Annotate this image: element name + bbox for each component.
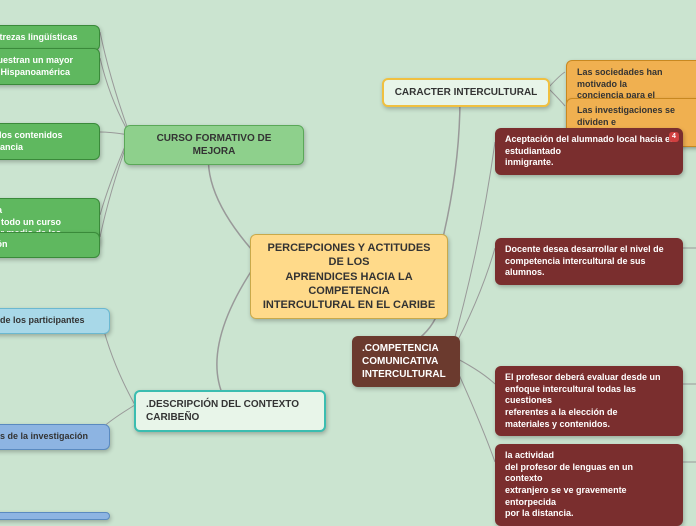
caracter-node[interactable]: CARACTER INTERCULTURAL — [382, 78, 550, 107]
curso-child3-text: ivos y los contenidosn relevancia — [0, 130, 63, 152]
competencia-box3-text: El profesor deberá evaluar desde unenfoq… — [505, 372, 661, 429]
curso-node[interactable]: CURSO FORMATIVO DE MEJORA — [124, 125, 304, 165]
curso-child-1[interactable]: us destrezas lingüísticas — [0, 25, 100, 51]
competencia-node[interactable]: .COMPETENCIACOMUNICATIVAINTERCULTURAL — [352, 336, 460, 387]
curso-child1-text: us destrezas lingüísticas — [0, 32, 78, 42]
curso-child-3[interactable]: ivos y los contenidosn relevancia — [0, 123, 100, 160]
badge-icon: 4 — [669, 132, 679, 142]
descripcion-child-1[interactable]: ipción de los participantes — [0, 308, 110, 334]
competencia-box-2[interactable]: Docente desea desarrollar el nivel decom… — [495, 238, 683, 285]
competencia-box4-text: la actividaddel profesor de lenguas en u… — [505, 450, 633, 518]
competencia-box2-text: Docente desea desarrollar el nivel decom… — [505, 244, 664, 277]
center-node[interactable]: PERCEPCIONES Y ACTITUDES DE LOSAPRENDICE… — [250, 234, 448, 319]
caracter-label: CARACTER INTERCULTURAL — [395, 87, 538, 98]
curso-child-2[interactable]: ños muestran un mayorura de Hispanoaméri… — [0, 48, 100, 85]
descripcion-node[interactable]: .DESCRIPCIÓN DEL CONTEXTOCARIBEÑO — [134, 390, 326, 432]
descripcion-child1-text: ipción de los participantes — [0, 315, 85, 325]
descripcion-label: .DESCRIPCIÓN DEL CONTEXTOCARIBEÑO — [146, 399, 299, 423]
competencia-label: .COMPETENCIACOMUNICATIVAINTERCULTURAL — [362, 343, 446, 380]
descripcion-child2-text: bjetivos de la investigación — [0, 431, 88, 441]
competencia-box-4[interactable]: la actividaddel profesor de lenguas en u… — [495, 444, 683, 526]
competencia-box-1[interactable]: Aceptación del alumnado local hacia eles… — [495, 128, 683, 175]
descripcion-child-2[interactable]: bjetivos de la investigación — [0, 424, 110, 450]
curso-child5-text: aluación — [0, 239, 8, 249]
center-title: PERCEPCIONES Y ACTITUDES DE LOSAPRENDICE… — [263, 242, 435, 311]
descripcion-child-3[interactable] — [0, 512, 110, 520]
competencia-box-3[interactable]: El profesor deberá evaluar desde unenfoq… — [495, 366, 683, 436]
curso-child-5[interactable]: aluación — [0, 232, 100, 258]
competencia-box1-text: Aceptación del alumnado local hacia eles… — [505, 134, 673, 167]
curso-child2-text: ños muestran un mayorura de Hispanoaméri… — [0, 55, 73, 77]
curso-label: CURSO FORMATIVO DE MEJORA — [157, 133, 272, 157]
